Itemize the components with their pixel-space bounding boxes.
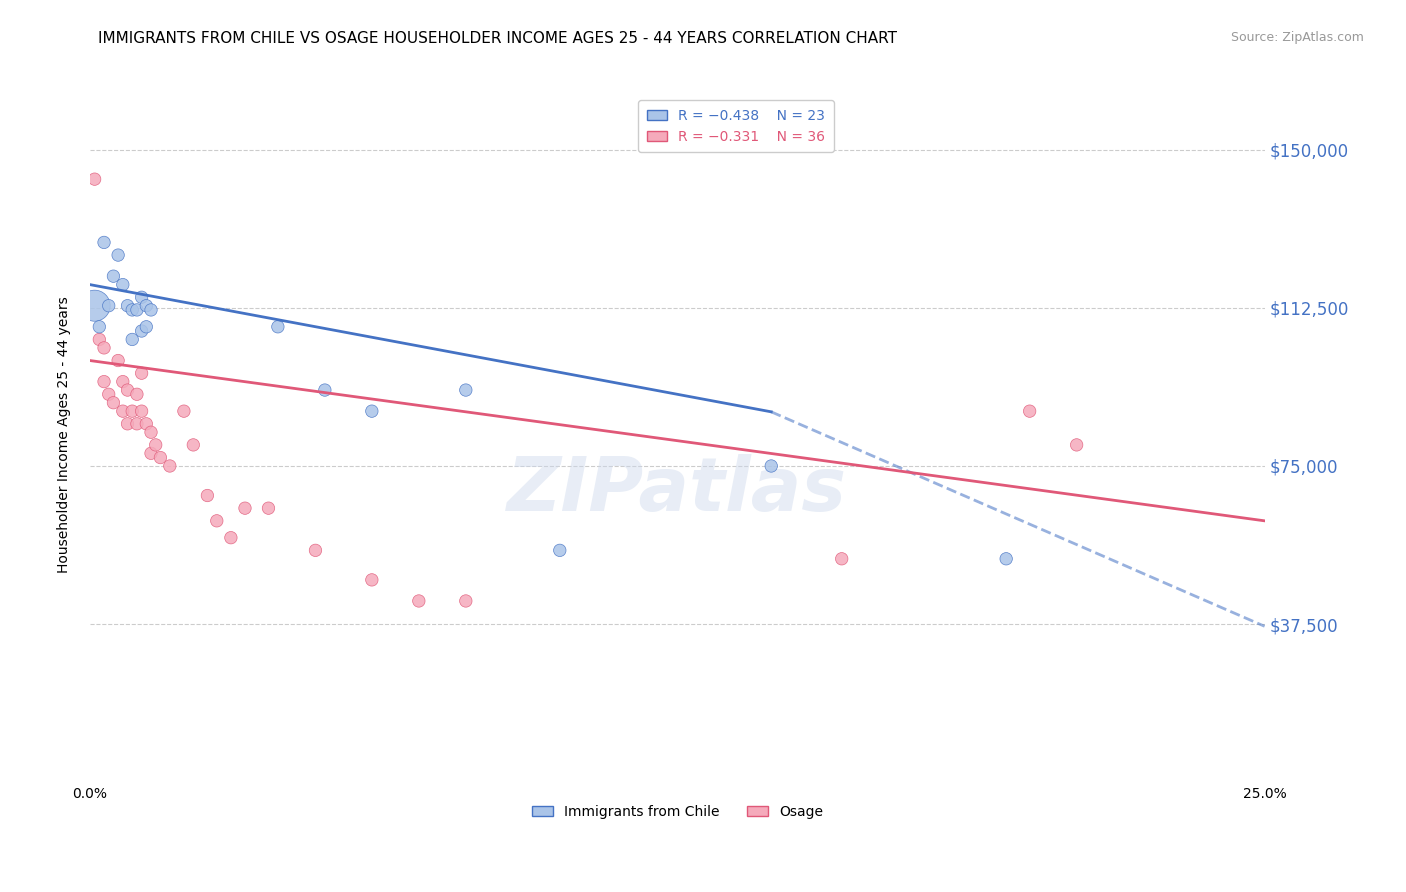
Y-axis label: Householder Income Ages 25 - 44 years: Householder Income Ages 25 - 44 years — [58, 296, 72, 573]
Point — [121, 302, 143, 317]
Point — [131, 290, 153, 304]
Point — [360, 404, 382, 418]
Point — [233, 501, 256, 516]
Point — [93, 341, 115, 355]
Point — [121, 333, 143, 347]
Point — [1018, 404, 1040, 418]
Point — [205, 514, 228, 528]
Point — [135, 319, 157, 334]
Point — [408, 594, 430, 608]
Point — [131, 366, 153, 380]
Point — [159, 458, 181, 473]
Point — [89, 333, 111, 347]
Point — [304, 543, 326, 558]
Point — [89, 319, 111, 334]
Point — [139, 302, 162, 317]
Text: IMMIGRANTS FROM CHILE VS OSAGE HOUSEHOLDER INCOME AGES 25 - 44 YEARS CORRELATION: IMMIGRANTS FROM CHILE VS OSAGE HOUSEHOLD… — [98, 31, 897, 46]
Point — [219, 531, 242, 545]
Point — [761, 458, 783, 473]
Point — [995, 551, 1018, 566]
Point — [267, 319, 290, 334]
Point — [117, 299, 139, 313]
Point — [121, 404, 143, 418]
Point — [117, 417, 139, 431]
Point — [831, 551, 853, 566]
Point — [107, 248, 129, 262]
Point — [135, 417, 157, 431]
Point — [131, 324, 153, 338]
Point — [131, 404, 153, 418]
Point — [139, 446, 162, 460]
Point — [117, 383, 139, 397]
Point — [173, 404, 195, 418]
Point — [548, 543, 571, 558]
Legend: Immigrants from Chile, Osage: Immigrants from Chile, Osage — [526, 799, 828, 824]
Text: ZIPatlas: ZIPatlas — [508, 453, 848, 526]
Point — [97, 387, 120, 401]
Point — [257, 501, 280, 516]
Point — [103, 395, 125, 409]
Point — [145, 438, 167, 452]
Point — [103, 269, 125, 284]
Text: Source: ZipAtlas.com: Source: ZipAtlas.com — [1230, 31, 1364, 45]
Point — [135, 299, 157, 313]
Point — [97, 299, 120, 313]
Point — [93, 375, 115, 389]
Point — [149, 450, 172, 465]
Point — [360, 573, 382, 587]
Point — [111, 277, 134, 292]
Point — [111, 375, 134, 389]
Point — [125, 302, 148, 317]
Point — [181, 438, 204, 452]
Point — [454, 383, 477, 397]
Point — [125, 417, 148, 431]
Point — [93, 235, 115, 250]
Point — [197, 489, 219, 503]
Point — [125, 387, 148, 401]
Point — [1066, 438, 1088, 452]
Point — [139, 425, 162, 440]
Point — [111, 404, 134, 418]
Point — [107, 353, 129, 368]
Point — [83, 172, 105, 186]
Point — [454, 594, 477, 608]
Point — [314, 383, 336, 397]
Point — [83, 299, 105, 313]
